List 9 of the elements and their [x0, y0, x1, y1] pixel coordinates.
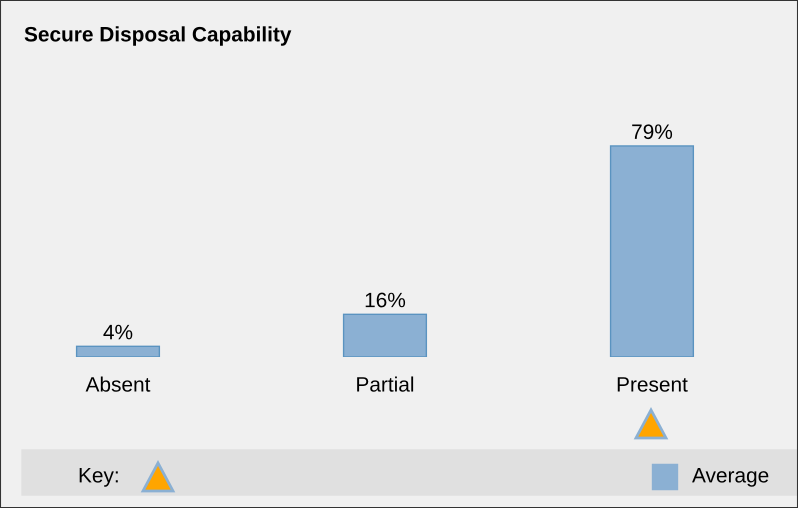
chart-title: Secure Disposal Capability	[24, 26, 292, 46]
legend-label: Average	[692, 468, 768, 487]
legend-title: Key:	[80, 468, 118, 487]
x-tick-label: Partial	[357, 376, 414, 392]
x-tick-label: Present	[618, 377, 688, 392]
data-label: 4%	[103, 324, 132, 340]
data-label: 79%	[632, 124, 672, 140]
x-tick-label: Absent	[86, 376, 150, 392]
data-label: 16%	[366, 292, 406, 308]
